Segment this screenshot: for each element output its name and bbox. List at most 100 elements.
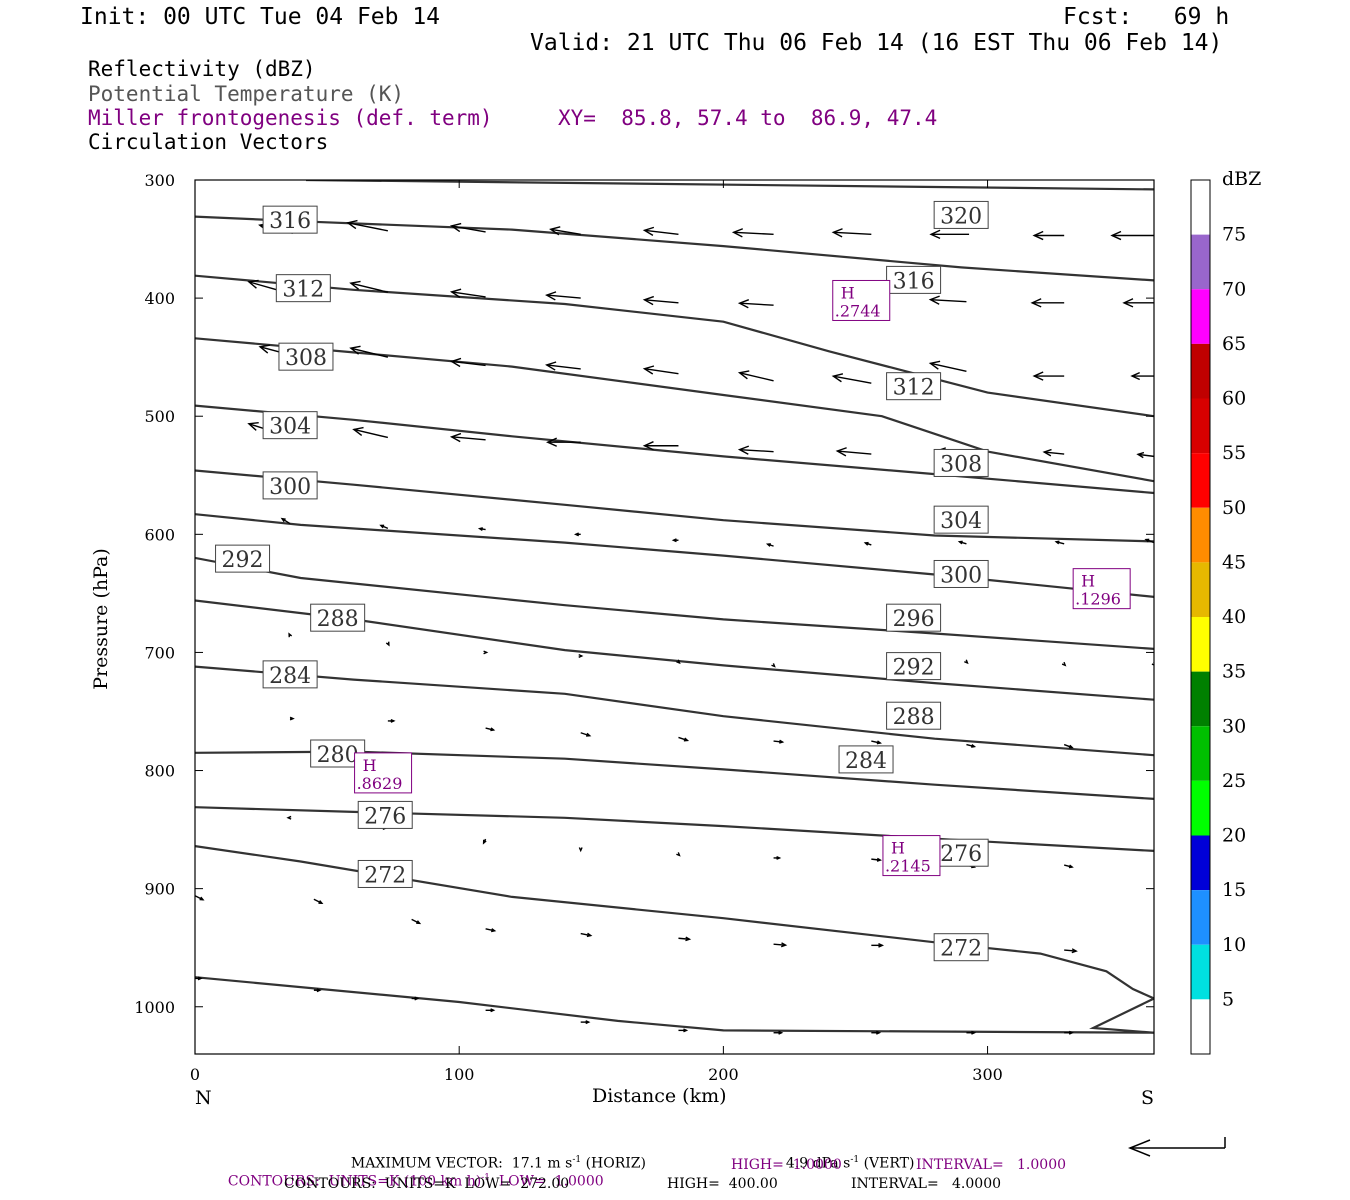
colorbar-swatch xyxy=(1191,890,1210,945)
svg-text:H: H xyxy=(1081,572,1095,591)
max-vector-horiz: 17.1 m s xyxy=(511,1155,573,1172)
circulation-vector xyxy=(485,727,496,732)
isentrope-284 xyxy=(195,665,1154,757)
circulation-vector xyxy=(835,447,872,457)
isentrope-300 xyxy=(195,469,1154,543)
contour-label: 292 xyxy=(215,544,271,573)
circulation-vector xyxy=(349,345,389,358)
y-tick-label: 500 xyxy=(144,407,175,426)
circulation-vector xyxy=(831,373,872,384)
circulation-vector xyxy=(349,280,389,293)
colorbar-label: 60 xyxy=(1222,388,1246,410)
circulation-vector xyxy=(966,1030,977,1035)
colorbar-label: 55 xyxy=(1222,442,1246,464)
x-end-label-south: S xyxy=(1141,1087,1155,1109)
svg-text:H: H xyxy=(841,283,855,302)
svg-text:308: 308 xyxy=(285,346,327,371)
colorbar-label: 30 xyxy=(1222,715,1246,737)
colorbar-swatch xyxy=(1191,398,1210,454)
colorbar-frame xyxy=(1190,179,1211,1055)
colorbar-label: 65 xyxy=(1222,333,1246,355)
colorbar-swatch xyxy=(1191,180,1210,235)
circulation-vector xyxy=(482,838,487,845)
svg-text:.8629: .8629 xyxy=(357,774,403,793)
circulation-vector xyxy=(195,976,203,981)
contour-label: 288 xyxy=(310,603,366,632)
circulation-vector xyxy=(449,432,486,443)
y-axis-title: Pressure (hPa) xyxy=(89,548,112,690)
contour-label: 284 xyxy=(262,660,318,689)
x-tick-label: 100 xyxy=(444,1065,475,1084)
circulation-vector xyxy=(957,540,967,545)
svg-text:284: 284 xyxy=(269,664,311,689)
circulation-vector xyxy=(737,445,774,455)
colorbar-label: 40 xyxy=(1222,606,1246,628)
forecast-hour: Fcst: 69 h xyxy=(1063,4,1230,30)
footer-max-vector: MAXIMUM VECTOR: 17.1 m s-1 (HORIZ) xyxy=(342,1139,646,1172)
circulation-vector xyxy=(737,299,774,309)
circulation-vector xyxy=(1130,371,1154,381)
svg-text:300: 300 xyxy=(269,475,311,500)
circulation-vector xyxy=(731,228,774,238)
contour-label: 276 xyxy=(357,800,413,829)
colorbar-label: 25 xyxy=(1222,770,1246,792)
reference-vector xyxy=(1127,1137,1226,1157)
colorbar-swatch xyxy=(1191,343,1210,399)
contour-label: 300 xyxy=(933,559,989,588)
svg-text:304: 304 xyxy=(269,415,311,440)
svg-text:308: 308 xyxy=(940,452,982,477)
circulation-vector xyxy=(449,222,486,233)
contour-label: 292 xyxy=(886,652,942,681)
circulation-vector xyxy=(676,852,681,857)
colorbar-swatch xyxy=(1191,617,1210,672)
contour-label: 308 xyxy=(278,342,334,371)
colorbar-label: 35 xyxy=(1222,661,1246,683)
circulation-vector xyxy=(483,650,489,655)
colorbar-swatch xyxy=(1191,944,1210,1000)
circulation-vector xyxy=(477,527,486,532)
colorbar-swatch xyxy=(1191,780,1210,836)
circulation-vector xyxy=(280,517,291,525)
circulation-vector xyxy=(578,653,584,658)
circulation-vector xyxy=(871,1030,882,1035)
x-end-label-north: N xyxy=(195,1087,212,1109)
isentrope-312 xyxy=(195,274,1154,418)
colorbar-swatch xyxy=(1191,726,1210,781)
circulation-vector xyxy=(642,365,679,375)
svg-text:288: 288 xyxy=(893,705,935,730)
circulation-vector xyxy=(1154,948,1170,953)
contour-label: 308 xyxy=(933,448,989,477)
svg-text:312: 312 xyxy=(282,278,324,303)
circulation-vector xyxy=(1030,298,1065,308)
frontogenesis-maximum: H.1296 xyxy=(1072,568,1131,610)
svg-text:280: 280 xyxy=(317,743,359,768)
contour-label: 288 xyxy=(886,701,942,730)
isentrope-320 xyxy=(305,180,1154,191)
max-vector-label: MAXIMUM VECTOR: xyxy=(350,1155,503,1172)
isentrope-316 xyxy=(195,215,1154,282)
svg-text:316: 316 xyxy=(893,269,935,294)
contour-label: 312 xyxy=(275,274,331,303)
circulation-vector xyxy=(449,288,486,298)
contour-label: 316 xyxy=(886,265,942,294)
max-vector-vert-tag: (VERT) xyxy=(863,1155,915,1172)
isentrope-276 xyxy=(195,806,1154,852)
isentrope-268 xyxy=(195,976,1154,1034)
circulation-vector xyxy=(671,538,679,543)
circulation-vector xyxy=(1061,661,1067,667)
circulation-vector xyxy=(313,988,322,993)
svg-text:H: H xyxy=(891,839,905,858)
svg-text:304: 304 xyxy=(940,509,982,534)
colorbar-swatch xyxy=(1191,671,1210,727)
circulation-vector xyxy=(1122,298,1154,308)
x-tick-label: 200 xyxy=(708,1065,739,1084)
circulation-vector xyxy=(352,426,389,439)
svg-text:312: 312 xyxy=(893,376,935,401)
colorbar-swatch xyxy=(1191,835,1210,891)
svg-text:284: 284 xyxy=(845,749,887,774)
svg-text:.2744: .2744 xyxy=(835,301,881,320)
colorbar-title: dBZ xyxy=(1222,168,1262,190)
circulation-vector xyxy=(928,295,967,305)
contours1-high: HIGH= 1.0000 xyxy=(731,1157,842,1173)
x-tick-label: 0 xyxy=(190,1065,200,1084)
